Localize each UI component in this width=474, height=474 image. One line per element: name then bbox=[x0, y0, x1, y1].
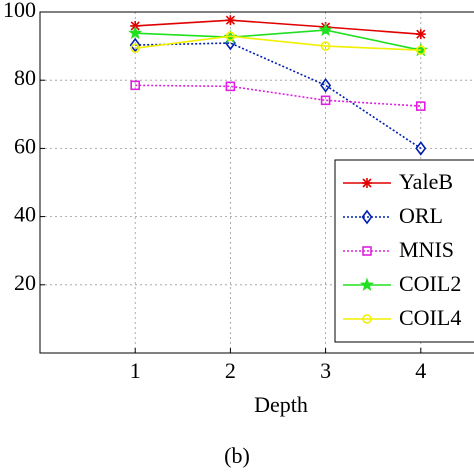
legend-label: COIL4 bbox=[399, 305, 461, 330]
marker bbox=[415, 45, 426, 55]
marker-shape bbox=[359, 277, 375, 292]
y-tick-label: 40 bbox=[14, 202, 36, 227]
legend-label: COIL2 bbox=[399, 271, 461, 296]
marker-shape bbox=[362, 246, 372, 256]
marker bbox=[225, 31, 236, 42]
marker bbox=[362, 314, 372, 324]
marker-shape bbox=[415, 141, 427, 156]
marker-stroke bbox=[225, 15, 235, 25]
marker-shape bbox=[130, 43, 140, 53]
legend-label: MNIS bbox=[399, 237, 454, 262]
marker bbox=[130, 43, 140, 53]
marker bbox=[320, 95, 331, 106]
marker bbox=[362, 246, 372, 256]
series-line bbox=[135, 29, 421, 51]
x-tick-label: 4 bbox=[415, 358, 426, 383]
y-tick-label: 20 bbox=[14, 270, 36, 295]
x-tick-label: 1 bbox=[130, 358, 141, 383]
marker-shape bbox=[415, 101, 426, 111]
marker-shape bbox=[361, 209, 373, 225]
caption: (b) bbox=[224, 443, 250, 468]
marker bbox=[318, 22, 333, 37]
marker-stroke bbox=[362, 178, 372, 188]
marker bbox=[361, 209, 373, 225]
marker-shape bbox=[130, 80, 140, 91]
marker-shape bbox=[225, 31, 236, 42]
series-line bbox=[135, 19, 421, 35]
marker bbox=[320, 41, 331, 51]
marker bbox=[320, 77, 332, 93]
legend-box bbox=[334, 159, 474, 343]
legend-label: ORL bbox=[399, 203, 443, 228]
marker-shape bbox=[320, 41, 331, 51]
marker-shape bbox=[320, 95, 331, 106]
marker bbox=[128, 25, 143, 40]
marker bbox=[130, 80, 140, 91]
marker bbox=[225, 81, 236, 92]
marker-shape bbox=[129, 37, 141, 53]
legend-label: YaleB bbox=[399, 169, 453, 194]
y-tick-label: 60 bbox=[14, 133, 36, 158]
marker bbox=[415, 29, 426, 40]
marker bbox=[225, 15, 236, 26]
marker-shape bbox=[225, 81, 236, 92]
plot-frame bbox=[39, 11, 474, 354]
x-tick-label: 2 bbox=[225, 358, 236, 383]
marker-shape bbox=[362, 314, 372, 324]
y-tick-label: 100 bbox=[3, 0, 36, 22]
marker bbox=[129, 37, 141, 53]
marker bbox=[362, 178, 372, 188]
marker-shape bbox=[415, 45, 426, 55]
marker-stroke bbox=[416, 29, 426, 39]
marker bbox=[359, 277, 375, 292]
marker-shape bbox=[318, 22, 333, 37]
series-line bbox=[135, 84, 421, 107]
marker bbox=[415, 101, 426, 111]
marker bbox=[415, 141, 427, 156]
series-line bbox=[135, 35, 421, 51]
marker-shape bbox=[320, 77, 332, 93]
x-axis-label: Depth bbox=[254, 392, 308, 417]
marker-shape bbox=[128, 25, 143, 40]
series-line bbox=[135, 42, 422, 150]
x-tick-label: 3 bbox=[320, 358, 331, 383]
y-tick-label: 80 bbox=[14, 65, 36, 90]
